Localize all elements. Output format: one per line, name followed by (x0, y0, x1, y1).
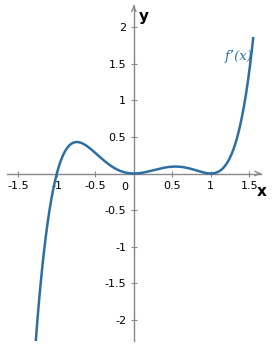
Text: y: y (139, 9, 149, 24)
Text: x: x (257, 185, 267, 200)
Text: 0: 0 (121, 182, 128, 192)
Text: f’(x): f’(x) (225, 50, 253, 63)
